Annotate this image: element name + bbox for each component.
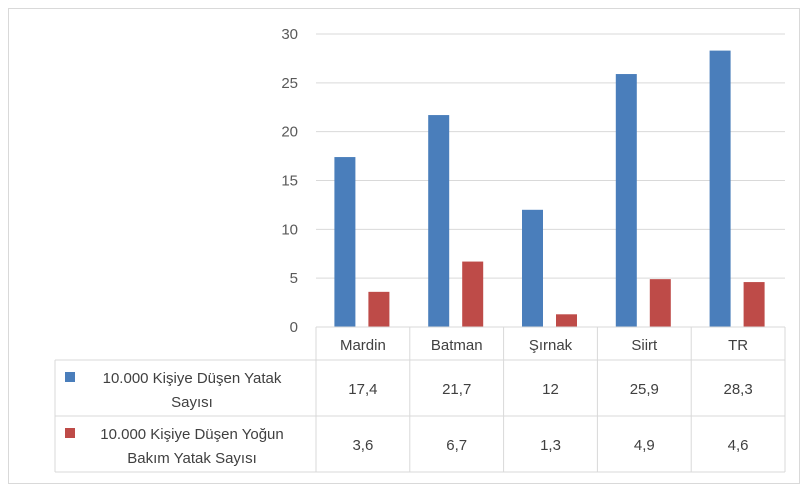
x-category-label: Mardin — [340, 337, 386, 354]
table-value: 6,7 — [446, 437, 467, 454]
y-tick-label: 10 — [281, 221, 298, 238]
bar-yatak-4 — [709, 50, 731, 327]
legend-key-0 — [65, 372, 75, 382]
y-tick-label: 25 — [281, 75, 298, 92]
y-axis-ticks: 0 5 10 15 20 25 30 — [281, 26, 298, 336]
data-table: Mardin Batman Şırnak Siirt TR 10.000 Kişiye D… — [54, 326, 786, 473]
y-tick-label: 30 — [281, 26, 298, 43]
x-category-label: TR — [728, 337, 748, 354]
series-name: Sayısı — [171, 394, 213, 411]
table-value: 4,6 — [728, 437, 749, 454]
bars — [334, 50, 765, 328]
series-name: 10.000 Kişiye Düşen Yatak — [103, 370, 282, 387]
y-tick-label: 0 — [290, 319, 298, 336]
legend-key-1 — [65, 428, 75, 438]
table-value: 28,3 — [723, 381, 752, 398]
bar-yogun-bakim-3 — [649, 279, 671, 327]
bar-yogun-bakim-2 — [556, 314, 577, 327]
table-value: 17,4 — [348, 381, 377, 398]
table-value: 3,6 — [352, 437, 373, 454]
x-category-label: Şırnak — [529, 337, 573, 354]
bar-yatak-0 — [334, 157, 356, 327]
bar-yatak-3 — [615, 74, 637, 327]
table-value: 25,9 — [630, 381, 659, 398]
table-value: 1,3 — [540, 437, 561, 454]
table-value: 4,9 — [634, 437, 655, 454]
bar-yatak-1 — [428, 115, 450, 328]
table-value: 12 — [542, 381, 559, 398]
chart-frame — [8, 8, 800, 484]
series-name: 10.000 Kişiye Düşen Yoğun — [100, 426, 283, 443]
y-tick-label: 15 — [281, 173, 298, 190]
bar-yogun-bakim-4 — [743, 282, 765, 327]
x-category-label: Siirt — [631, 337, 658, 354]
y-tick-label: 5 — [290, 270, 298, 287]
x-category-label: Batman — [431, 337, 483, 354]
bar-yogun-bakim-1 — [462, 261, 484, 327]
bar-yogun-bakim-0 — [368, 291, 390, 327]
y-tick-label: 20 — [281, 124, 298, 141]
series-name: Bakım Yatak Sayısı — [127, 450, 257, 467]
gridlines — [316, 33, 785, 279]
table-value: 21,7 — [442, 381, 471, 398]
bar-yatak-2 — [522, 209, 543, 327]
